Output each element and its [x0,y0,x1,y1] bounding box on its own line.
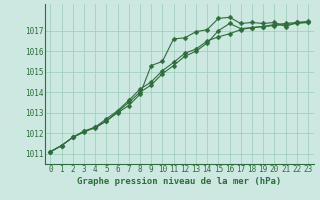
X-axis label: Graphe pression niveau de la mer (hPa): Graphe pression niveau de la mer (hPa) [77,177,281,186]
